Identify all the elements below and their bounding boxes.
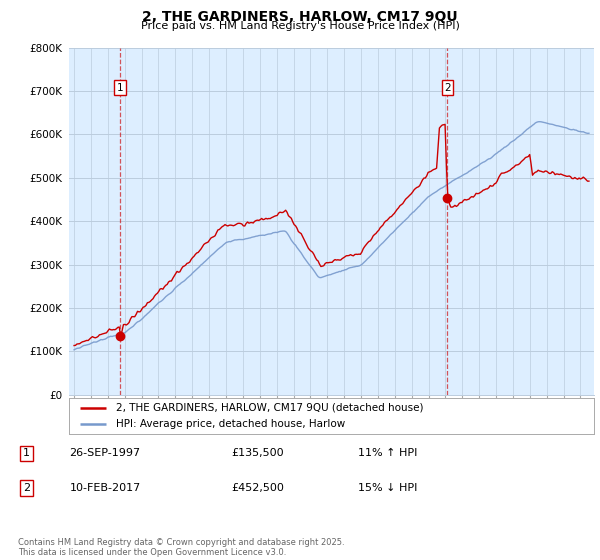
Text: 26-SEP-1997: 26-SEP-1997 bbox=[70, 449, 141, 459]
Text: 1: 1 bbox=[117, 82, 124, 92]
Text: 2: 2 bbox=[444, 82, 451, 92]
Text: 1: 1 bbox=[23, 449, 30, 459]
Text: 2, THE GARDINERS, HARLOW, CM17 9QU (detached house): 2, THE GARDINERS, HARLOW, CM17 9QU (deta… bbox=[116, 403, 424, 413]
Text: Price paid vs. HM Land Registry's House Price Index (HPI): Price paid vs. HM Land Registry's House … bbox=[140, 21, 460, 31]
Text: £135,500: £135,500 bbox=[231, 449, 284, 459]
Text: 2, THE GARDINERS, HARLOW, CM17 9QU: 2, THE GARDINERS, HARLOW, CM17 9QU bbox=[142, 10, 458, 24]
Text: 2: 2 bbox=[23, 483, 30, 493]
Text: 11% ↑ HPI: 11% ↑ HPI bbox=[358, 449, 417, 459]
Text: £452,500: £452,500 bbox=[231, 483, 284, 493]
Text: 15% ↓ HPI: 15% ↓ HPI bbox=[358, 483, 417, 493]
Text: HPI: Average price, detached house, Harlow: HPI: Average price, detached house, Harl… bbox=[116, 419, 346, 429]
Text: 10-FEB-2017: 10-FEB-2017 bbox=[70, 483, 141, 493]
Text: Contains HM Land Registry data © Crown copyright and database right 2025.
This d: Contains HM Land Registry data © Crown c… bbox=[18, 538, 344, 557]
